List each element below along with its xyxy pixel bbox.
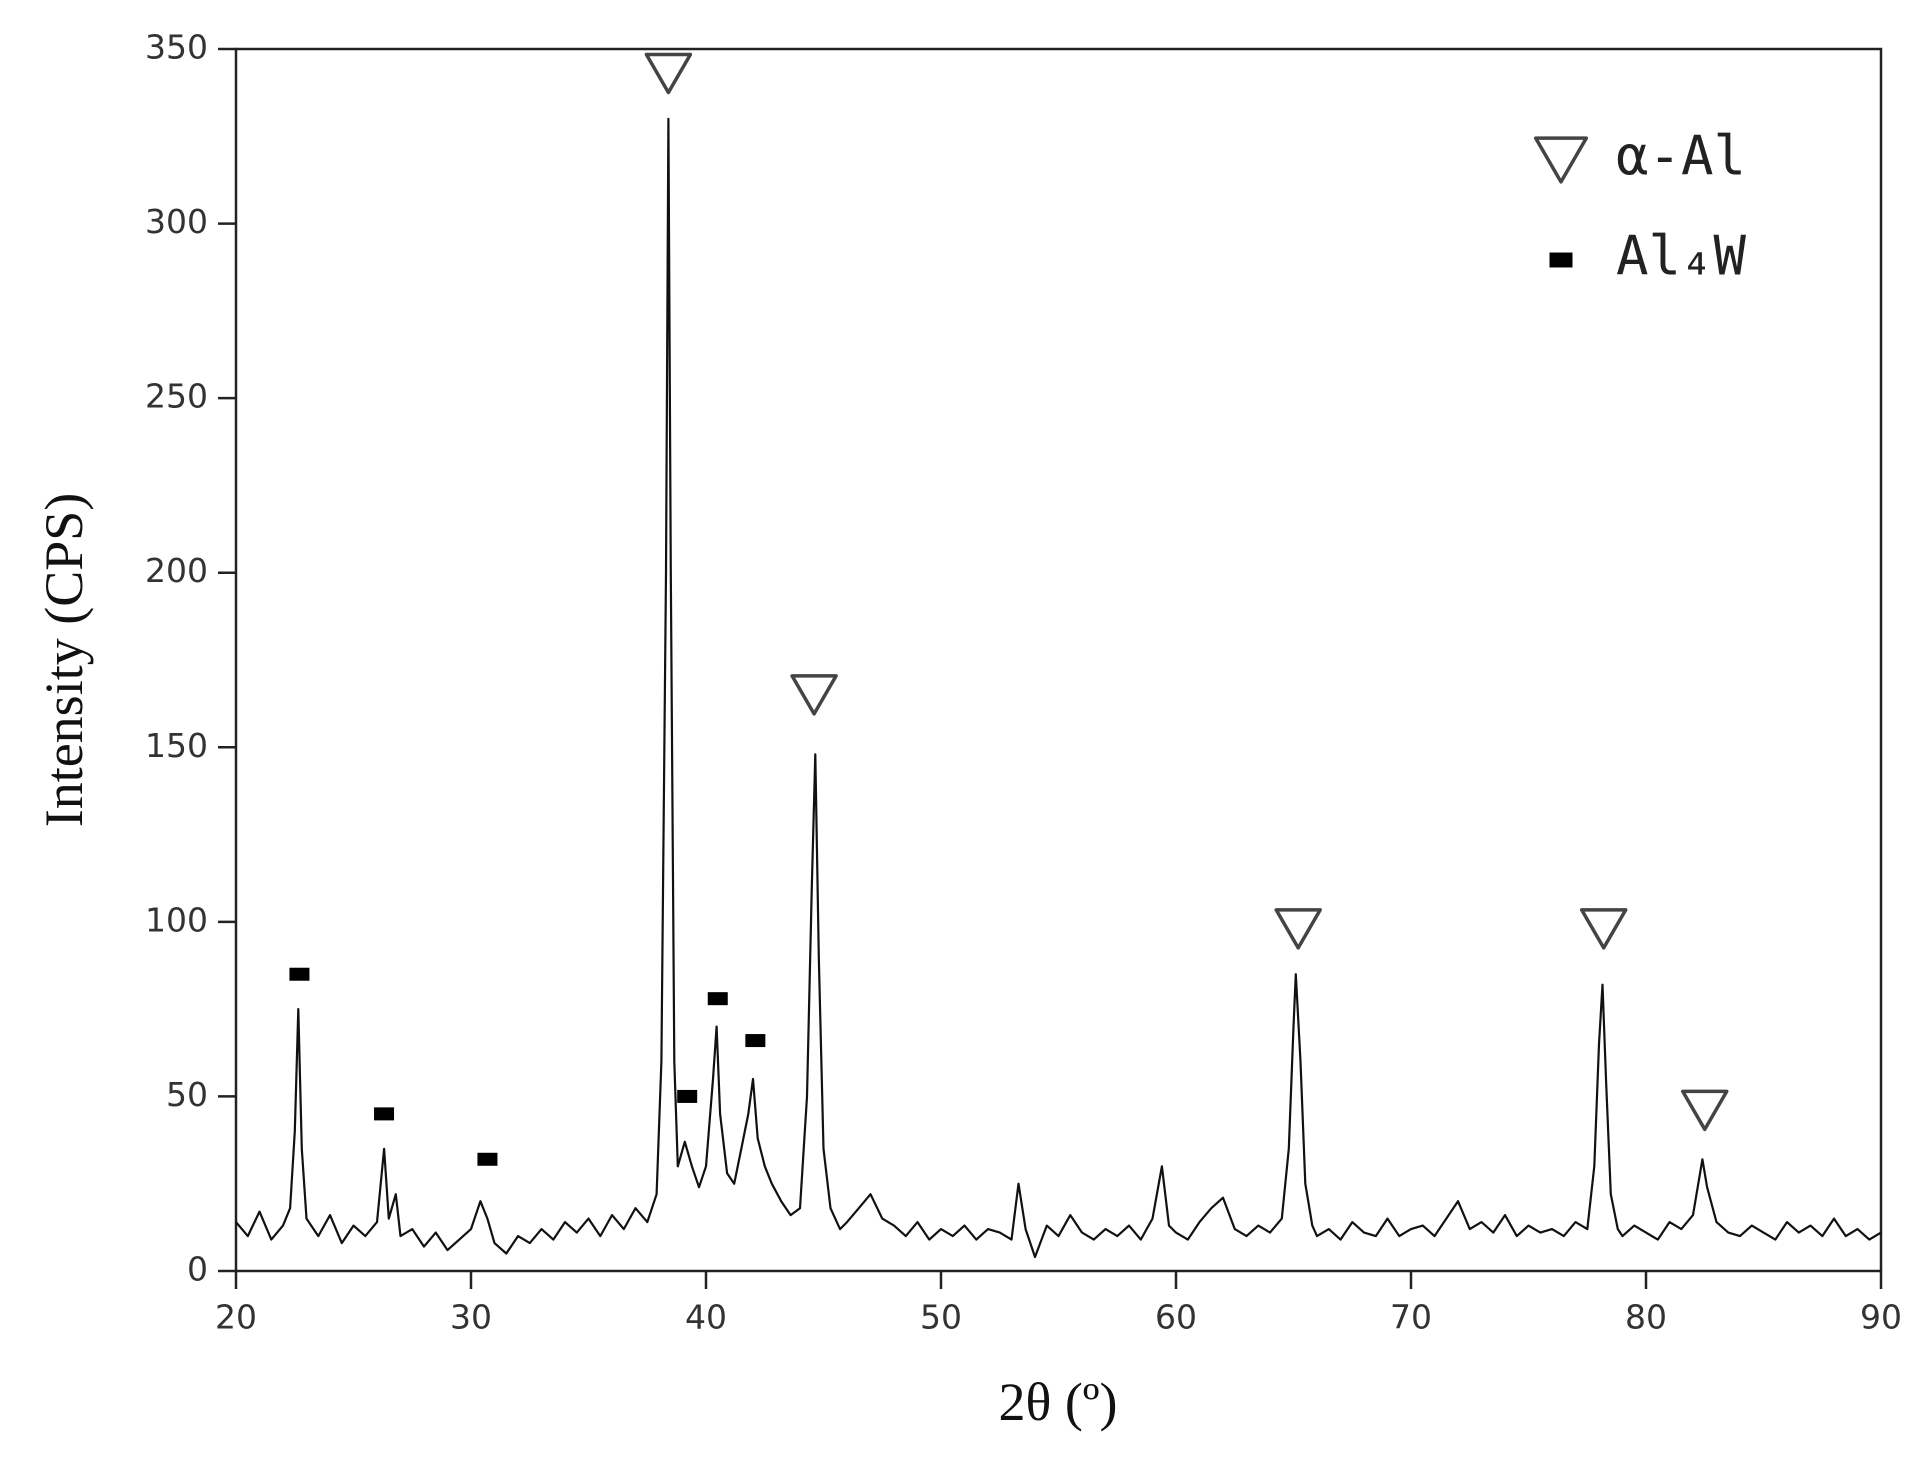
peak-marker <box>477 1152 498 1166</box>
legend-symbol <box>1549 252 1573 268</box>
x-axis-title: 2θ (º) <box>998 1372 1117 1432</box>
legend-label: α-Al <box>1616 125 1746 188</box>
x-tick-label: 70 <box>1390 1298 1432 1337</box>
peak-marker <box>677 1089 698 1103</box>
peak-marker <box>745 1034 766 1048</box>
y-tick-label: 200 <box>145 551 208 590</box>
peak-marker <box>1579 908 1628 950</box>
y-tick-label: 50 <box>166 1075 208 1114</box>
y-tick-label: 100 <box>145 900 208 939</box>
peak-marker <box>707 992 728 1006</box>
y-tick-label: 300 <box>145 202 208 241</box>
legend-symbol <box>1533 136 1589 184</box>
x-tick-label: 40 <box>685 1298 727 1337</box>
y-tick-label: 350 <box>145 28 208 67</box>
peak-marker <box>374 1107 395 1121</box>
peak-marker <box>1274 908 1322 950</box>
legend-label: Al₄W <box>1616 225 1747 288</box>
x-tick-label: 80 <box>1625 1298 1667 1337</box>
y-axis-title: Intensity (CPS) <box>34 493 94 828</box>
x-tick-label: 50 <box>920 1298 962 1337</box>
peak-marker <box>1681 1089 1729 1132</box>
peak-marker <box>644 52 693 95</box>
plot-frame <box>234 47 1883 1273</box>
peak-marker <box>289 967 310 981</box>
x-tick-label: 20 <box>215 1298 257 1337</box>
x-tick-label: 30 <box>450 1298 492 1337</box>
peak-marker <box>790 674 838 716</box>
y-tick-label: 150 <box>145 726 208 765</box>
x-tick-label: 90 <box>1860 1298 1902 1337</box>
x-tick-label: 60 <box>1155 1298 1197 1337</box>
pattern-line <box>235 117 1882 1259</box>
y-tick-label: 0 <box>187 1250 208 1289</box>
y-tick-label: 250 <box>145 377 208 416</box>
